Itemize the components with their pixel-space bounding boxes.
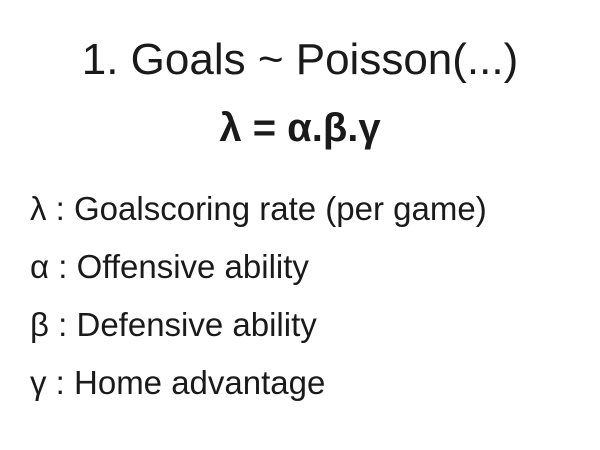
definition-lambda: λ : Goalscoring rate (per game) xyxy=(30,190,487,227)
definition-gamma: γ : Home advantage xyxy=(30,364,326,401)
definition-list: λ : Goalscoring rate (per game) α : Offe… xyxy=(30,180,487,412)
formula: λ = α.β.γ xyxy=(219,106,381,150)
definition-beta: β : Defensive ability xyxy=(30,306,317,343)
slide-title: 1. Goals ~ Poisson(...) xyxy=(81,35,519,84)
definition-alpha: α : Offensive ability xyxy=(30,248,309,285)
